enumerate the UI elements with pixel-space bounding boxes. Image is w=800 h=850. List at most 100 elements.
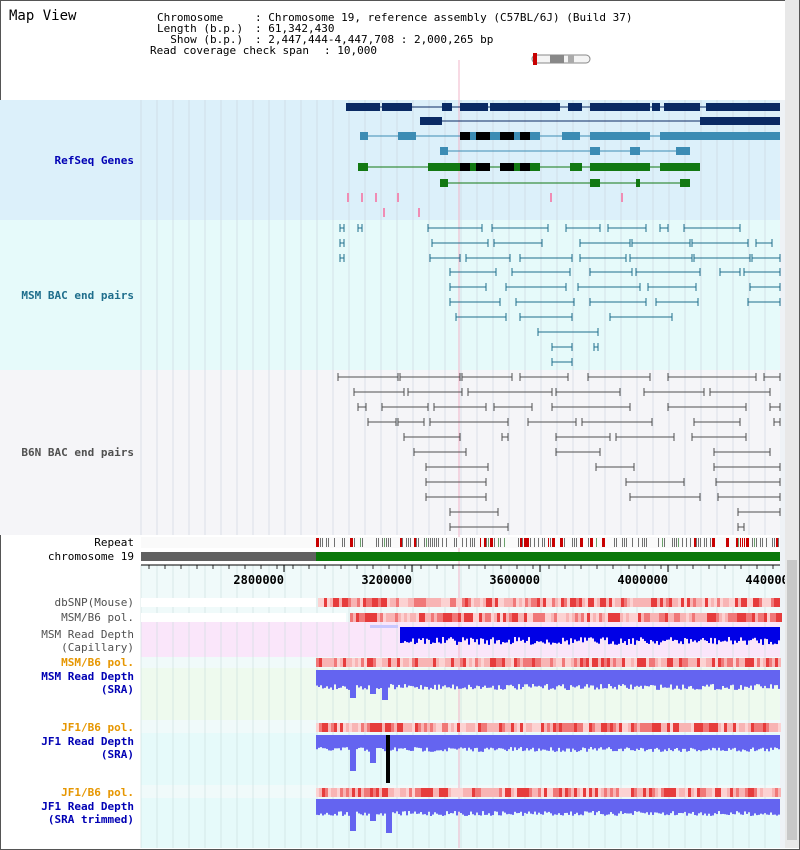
- msm-pol-cell[interactable]: [608, 613, 611, 622]
- small-gene[interactable]: [418, 208, 420, 217]
- jf1-pol2-cell[interactable]: [349, 788, 352, 797]
- jf1-pol-cell[interactable]: [559, 723, 562, 732]
- jf1-pol2-cell[interactable]: [412, 788, 415, 797]
- msm-pol-cell[interactable]: [635, 613, 638, 622]
- dbsnp-cell[interactable]: [432, 598, 435, 607]
- gene-exon[interactable]: [358, 163, 368, 171]
- dbsnp-cell[interactable]: [648, 598, 651, 607]
- jf1-pol2-cell[interactable]: [730, 788, 733, 797]
- msm-pol2-cell[interactable]: [529, 658, 532, 667]
- jf1-pol-cell[interactable]: [346, 723, 349, 732]
- msm-pol-cell[interactable]: [692, 613, 695, 622]
- msm-pol2-cell[interactable]: [757, 658, 760, 667]
- dbsnp-cell[interactable]: [426, 598, 429, 607]
- jf1-pol2-cell[interactable]: [322, 788, 325, 797]
- jf1-pol-cell[interactable]: [334, 723, 337, 732]
- dbsnp-cell[interactable]: [594, 598, 597, 607]
- jf1-pol-cell[interactable]: [445, 723, 448, 732]
- jf1-pol-cell[interactable]: [778, 723, 781, 732]
- msm-pol-cell[interactable]: [572, 613, 575, 622]
- msm-pol-cell[interactable]: [356, 613, 359, 622]
- msm-pol2-cell[interactable]: [325, 658, 328, 667]
- dbsnp-cell[interactable]: [369, 598, 372, 607]
- msm-pol-cell[interactable]: [734, 613, 737, 622]
- jf1-pol-cell[interactable]: [403, 723, 406, 732]
- track-label-msm-b6-pol-2[interactable]: MSM/B6 pol.: [61, 656, 134, 669]
- jf1-pol-cell[interactable]: [649, 723, 652, 732]
- msm-pol-cell[interactable]: [554, 613, 557, 622]
- dbsnp-cell[interactable]: [750, 598, 753, 607]
- dbsnp-cell[interactable]: [540, 598, 543, 607]
- repeat-element[interactable]: [432, 538, 433, 547]
- dbsnp-cell[interactable]: [444, 598, 447, 607]
- msm-pol2-cell[interactable]: [451, 658, 454, 667]
- jf1-pol-cell[interactable]: [484, 723, 487, 732]
- repeat-element[interactable]: [328, 538, 329, 547]
- dbsnp-cell[interactable]: [693, 598, 696, 607]
- dbsnp-cell[interactable]: [738, 598, 741, 607]
- dbsnp-cell[interactable]: [480, 598, 483, 607]
- jf1-pol2-cell[interactable]: [694, 788, 697, 797]
- jf1-pol-cell[interactable]: [454, 723, 457, 732]
- dbsnp-cell[interactable]: [522, 598, 525, 607]
- msm-pol2-cell[interactable]: [478, 658, 481, 667]
- repeat-element[interactable]: [588, 538, 589, 547]
- msm-pol2-cell[interactable]: [676, 658, 679, 667]
- msm-pol2-cell[interactable]: [667, 658, 670, 667]
- jf1-pol2-cell[interactable]: [697, 788, 700, 797]
- jf1-pol-cell[interactable]: [538, 723, 541, 732]
- msm-pol2-cell[interactable]: [424, 658, 427, 667]
- gene-exon[interactable]: [660, 132, 780, 140]
- jf1-pol-cell[interactable]: [436, 723, 439, 732]
- msm-pol-cell[interactable]: [422, 613, 425, 622]
- msm-pol2-cell[interactable]: [766, 658, 769, 667]
- jf1-pol-cell[interactable]: [466, 723, 469, 732]
- repeat-element[interactable]: [644, 538, 645, 547]
- dbsnp-cell[interactable]: [390, 598, 393, 607]
- jf1-pol-cell[interactable]: [544, 723, 547, 732]
- msm-pol-cell[interactable]: [707, 613, 710, 622]
- dbsnp-cell[interactable]: [663, 598, 666, 607]
- jf1-pol2-cell[interactable]: [496, 788, 499, 797]
- msm-pol-cell[interactable]: [491, 613, 494, 622]
- gene-exon[interactable]: [428, 163, 486, 171]
- dbsnp-cell[interactable]: [609, 598, 612, 607]
- jf1-pol2-cell[interactable]: [409, 788, 412, 797]
- jf1-pol2-cell[interactable]: [424, 788, 427, 797]
- msm-pol2-cell[interactable]: [361, 658, 364, 667]
- jf1-pol-cell[interactable]: [700, 723, 703, 732]
- msm-pol2-cell[interactable]: [637, 658, 640, 667]
- jf1-pol-cell[interactable]: [562, 723, 565, 732]
- dbsnp-cell[interactable]: [654, 598, 657, 607]
- track-label-b6n-bac[interactable]: B6N BAC end pairs: [21, 446, 134, 459]
- msm-pol2-cell[interactable]: [493, 658, 496, 667]
- jf1-pol-cell[interactable]: [745, 723, 748, 732]
- repeat-element[interactable]: [446, 538, 447, 547]
- gene-exon[interactable]: [420, 117, 442, 125]
- jf1-pol2-cell[interactable]: [547, 788, 550, 797]
- jf1-pol-cell[interactable]: [685, 723, 688, 732]
- msm-pol2-cell[interactable]: [727, 658, 730, 667]
- dbsnp-cell[interactable]: [363, 598, 366, 607]
- dbsnp-cell[interactable]: [447, 598, 450, 607]
- msm-pol-cell[interactable]: [575, 613, 578, 622]
- jf1-pol-cell[interactable]: [613, 723, 616, 732]
- jf1-pol-cell[interactable]: [382, 723, 385, 732]
- msm-pol-cell[interactable]: [482, 613, 485, 622]
- jf1-pol-cell[interactable]: [601, 723, 604, 732]
- msm-pol-cell[interactable]: [500, 613, 503, 622]
- dbsnp-cell[interactable]: [459, 598, 462, 607]
- jf1-pol-cell[interactable]: [547, 723, 550, 732]
- msm-pol2-cell[interactable]: [697, 658, 700, 667]
- repeat-element[interactable]: [616, 538, 617, 547]
- msm-pol2-cell[interactable]: [487, 658, 490, 667]
- msm-pol2-cell[interactable]: [598, 658, 601, 667]
- repeat-element[interactable]: [362, 538, 363, 547]
- msm-pol2-cell[interactable]: [448, 658, 451, 667]
- msm-pol2-cell[interactable]: [316, 658, 319, 667]
- jf1-pol2-cell[interactable]: [721, 788, 724, 797]
- jf1-pol2-cell[interactable]: [679, 788, 682, 797]
- jf1-pol2-cell[interactable]: [640, 788, 643, 797]
- dbsnp-cell[interactable]: [405, 598, 408, 607]
- msm-pol-cell[interactable]: [647, 613, 650, 622]
